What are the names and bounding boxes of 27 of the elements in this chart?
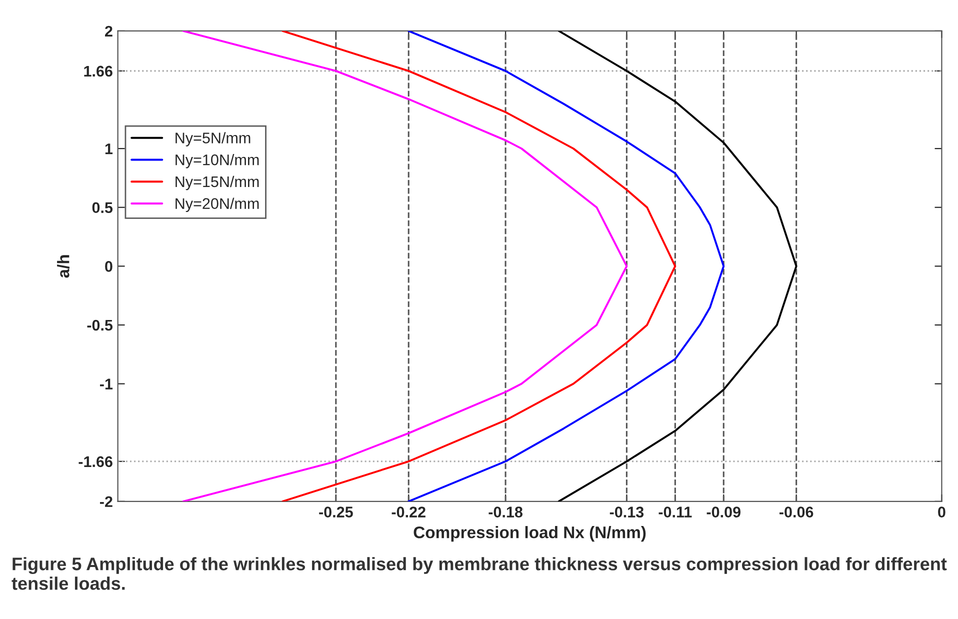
x-tick-label: -0.18 <box>488 506 522 518</box>
y-tick-label: -2 <box>100 496 112 507</box>
y-axis-title: a/h <box>57 255 70 278</box>
legend-label: Ny=10N/mm <box>176 154 259 168</box>
x-tick-label: -0.22 <box>392 506 426 518</box>
x-tick-label: -0.09 <box>706 506 740 518</box>
x-tick-label: -0.25 <box>319 506 353 518</box>
x-tick-label: -0.13 <box>610 506 644 518</box>
x-tick-label: -0.11 <box>658 506 692 518</box>
y-tick-label: -1.66 <box>78 456 112 468</box>
y-tick-label: 2 <box>105 26 112 36</box>
y-tick-label: -0.5 <box>87 320 113 331</box>
y-tick-label: 1.66 <box>84 66 112 77</box>
caption: Figure 5 Amplitude of the wrinkles normalised by membrane thickness versus compression load for different tensile loads. <box>12 557 947 590</box>
y-tick-label: -1 <box>100 378 113 390</box>
y-tick-label: 0.5 <box>92 202 113 214</box>
legend-label: Ny=20N/mm <box>176 198 259 212</box>
y-tick-label: 1 <box>105 144 113 154</box>
line-series <box>282 30 676 502</box>
x-tick-label: -0.06 <box>780 506 814 518</box>
legend-label: Ny=5N/mm <box>176 132 250 146</box>
line-series <box>408 30 725 502</box>
line-series <box>558 30 798 502</box>
y-tick-label: 0 <box>105 261 112 272</box>
legend-label: Ny=15N/mm <box>176 176 259 190</box>
x-tick-label: 0 <box>938 506 946 518</box>
x-axis-title: Compression load Nx (N/mm) <box>414 526 646 542</box>
